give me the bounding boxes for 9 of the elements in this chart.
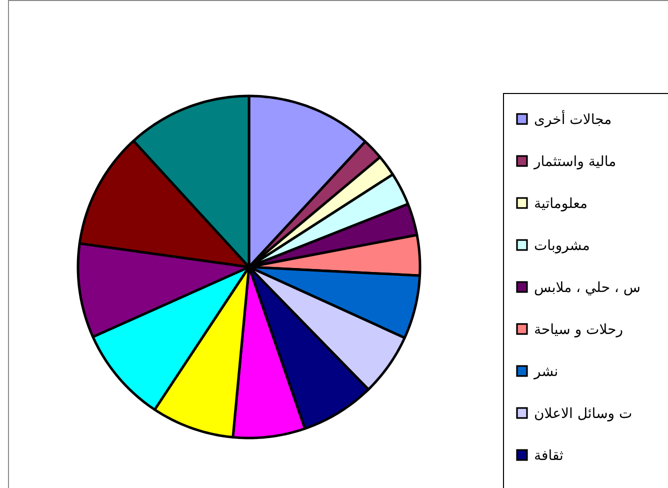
- legend-label: رحلات و سياحة: [534, 322, 623, 338]
- legend-label: س ، حلي ، ملابس: [534, 280, 640, 296]
- legend-label: ثقافة: [534, 448, 564, 464]
- legend-label: ت وسائل الاعلان: [534, 406, 632, 422]
- legend-label: نشر: [533, 364, 558, 380]
- legend-label: مشروبات: [534, 238, 590, 254]
- legend-label: مجالات أخرى: [534, 110, 612, 128]
- legend-label: مالية واستثمار: [533, 154, 616, 170]
- legend-label: معلوماتية: [534, 196, 588, 212]
